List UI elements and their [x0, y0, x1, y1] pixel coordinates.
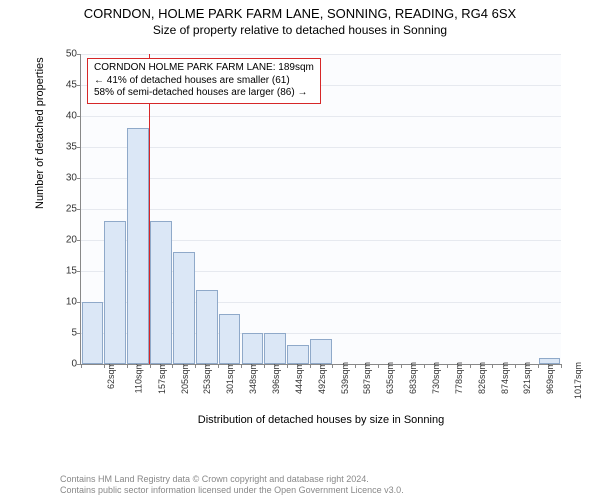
x-tick-label: 62sqm	[106, 362, 116, 389]
x-tick-mark	[515, 364, 516, 368]
gridline	[81, 178, 561, 179]
y-tick-label: 30	[51, 173, 77, 184]
x-tick-label: 1017sqm	[573, 362, 583, 399]
x-tick-mark	[241, 364, 242, 368]
histogram-bar	[173, 252, 195, 364]
chart-title-line1: CORNDON, HOLME PARK FARM LANE, SONNING, …	[0, 0, 600, 21]
histogram-bar	[196, 290, 218, 364]
annotation-line3: 58% of semi-detached houses are larger (…	[94, 87, 314, 100]
footer-line1: Contains HM Land Registry data © Crown c…	[60, 474, 404, 485]
x-tick-mark	[81, 364, 82, 368]
x-tick-mark	[492, 364, 493, 368]
x-tick-label: 492sqm	[317, 362, 327, 394]
y-axis-label: Number of detached properties	[34, 57, 46, 209]
y-tick-label: 0	[51, 359, 77, 370]
histogram-bar	[127, 128, 149, 364]
x-tick-mark	[287, 364, 288, 368]
x-tick-mark	[127, 364, 128, 368]
y-tick-label: 5	[51, 328, 77, 339]
x-tick-label: 635sqm	[385, 362, 395, 394]
y-tick-label: 20	[51, 235, 77, 246]
y-tick-mark	[77, 209, 81, 210]
x-tick-label: 683sqm	[408, 362, 418, 394]
x-tick-label: 301sqm	[225, 362, 235, 394]
y-tick-mark	[77, 147, 81, 148]
x-tick-mark	[447, 364, 448, 368]
x-tick-label: 778sqm	[454, 362, 464, 394]
histogram-bar	[287, 345, 309, 364]
gridline	[81, 209, 561, 210]
x-tick-mark	[195, 364, 196, 368]
y-tick-mark	[77, 85, 81, 86]
x-tick-mark	[310, 364, 311, 368]
x-axis-label: Distribution of detached houses by size …	[81, 414, 561, 426]
histogram-bar	[219, 314, 241, 364]
histogram-bar	[264, 333, 286, 364]
x-tick-mark	[264, 364, 265, 368]
annotation-line2: ← 41% of detached houses are smaller (61…	[94, 75, 314, 88]
x-tick-mark	[332, 364, 333, 368]
marker-annotation: CORNDON HOLME PARK FARM LANE: 189sqm ← 4…	[87, 58, 321, 104]
y-tick-label: 10	[51, 297, 77, 308]
y-tick-label: 50	[51, 49, 77, 60]
y-tick-mark	[77, 178, 81, 179]
x-tick-mark	[401, 364, 402, 368]
x-tick-mark	[218, 364, 219, 368]
x-tick-mark	[150, 364, 151, 368]
x-tick-mark	[470, 364, 471, 368]
annotation-line1: CORNDON HOLME PARK FARM LANE: 189sqm	[94, 62, 314, 75]
gridline	[81, 116, 561, 117]
footer-line2: Contains public sector information licen…	[60, 485, 404, 496]
y-tick-label: 40	[51, 111, 77, 122]
chart-title-line2: Size of property relative to detached ho…	[0, 21, 600, 37]
x-tick-mark	[561, 364, 562, 368]
plot-area: Distribution of detached houses by size …	[80, 54, 561, 365]
y-tick-mark	[77, 116, 81, 117]
x-tick-label: 826sqm	[477, 362, 487, 394]
histogram-bar	[82, 302, 104, 364]
x-tick-label: 396sqm	[271, 362, 281, 394]
x-tick-mark	[424, 364, 425, 368]
x-tick-label: 874sqm	[500, 362, 510, 394]
histogram-bar	[242, 333, 264, 364]
gridline	[81, 54, 561, 55]
y-tick-mark	[77, 271, 81, 272]
y-tick-label: 35	[51, 142, 77, 153]
x-tick-label: 348sqm	[248, 362, 258, 394]
histogram-bar	[104, 221, 126, 364]
footer-attribution: Contains HM Land Registry data © Crown c…	[60, 474, 404, 496]
x-tick-label: 444sqm	[294, 362, 304, 394]
y-tick-mark	[77, 302, 81, 303]
x-tick-label: 157sqm	[157, 362, 167, 394]
x-tick-label: 110sqm	[133, 362, 143, 393]
x-tick-label: 969sqm	[545, 362, 555, 394]
x-tick-label: 730sqm	[431, 362, 441, 394]
y-tick-label: 15	[51, 266, 77, 277]
x-tick-label: 253sqm	[202, 362, 212, 394]
x-tick-label: 587sqm	[362, 362, 372, 394]
gridline	[81, 147, 561, 148]
y-tick-mark	[77, 54, 81, 55]
y-tick-label: 45	[51, 80, 77, 91]
x-tick-mark	[104, 364, 105, 368]
y-tick-mark	[77, 333, 81, 334]
x-tick-mark	[538, 364, 539, 368]
x-tick-mark	[172, 364, 173, 368]
histogram-bar	[150, 221, 172, 364]
y-tick-label: 25	[51, 204, 77, 215]
y-tick-mark	[77, 240, 81, 241]
x-tick-mark	[378, 364, 379, 368]
chart-container: Number of detached properties Distributi…	[40, 44, 580, 424]
histogram-bar	[539, 358, 561, 364]
x-tick-mark	[355, 364, 356, 368]
x-tick-label: 205sqm	[180, 362, 190, 394]
histogram-bar	[310, 339, 332, 364]
x-tick-label: 539sqm	[340, 362, 350, 394]
x-tick-label: 921sqm	[522, 362, 532, 394]
